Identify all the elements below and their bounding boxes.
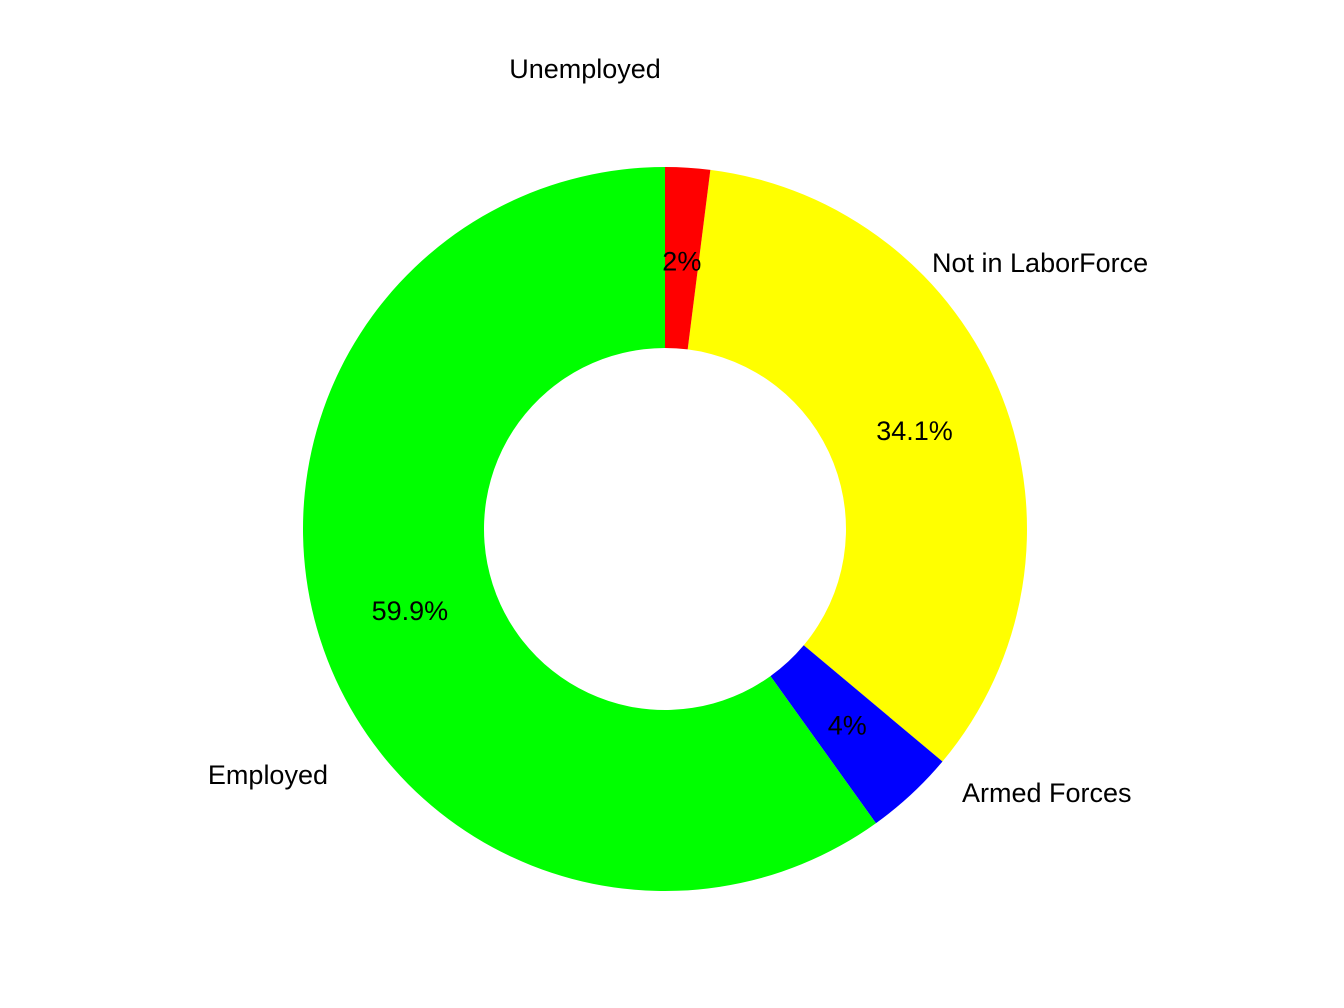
pct-label-unemployed: 2% (662, 247, 701, 277)
slice-armed-forces (770, 645, 943, 824)
slice-not-in-laborforce (687, 169, 1028, 762)
slice-unemployed (665, 167, 711, 350)
pct-label-employed: 59.9% (372, 596, 449, 626)
slices-layer (303, 166, 1028, 891)
category-label-armed-forces: Armed Forces (962, 778, 1132, 808)
slice-employed (303, 166, 876, 891)
category-label-employed: Employed (208, 760, 328, 790)
pct-label-armed-forces: 4% (828, 711, 867, 741)
pct-label-not-in-laborforce: 34.1% (876, 416, 953, 446)
category-labels: Not in LaborForce Armed Forces Employed Une… (208, 54, 1148, 808)
category-label-not-in-laborforce: Not in LaborForce (932, 248, 1148, 278)
percentage-labels: 34.1% 4% 59.9% 2% (372, 247, 953, 741)
category-label-unemployed: Unemployed (509, 54, 661, 84)
